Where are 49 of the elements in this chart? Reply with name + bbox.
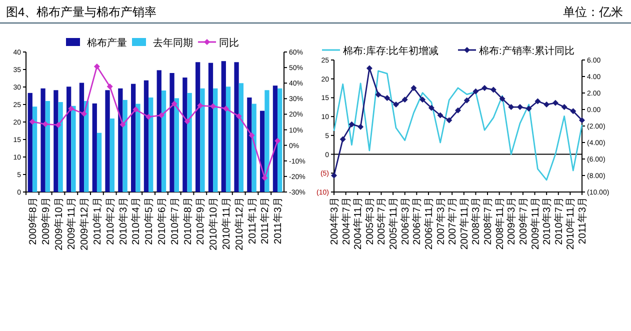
- x-tick-label: 2004年7月: [340, 197, 352, 245]
- x-tick-label: 2010年8月: [182, 197, 194, 245]
- x-tick-label: 2006年11月: [422, 197, 435, 250]
- x-tick-label: 2010年7月: [552, 197, 565, 245]
- legend-label: 同比: [219, 37, 239, 49]
- x-tick-label: 2010年12月: [233, 197, 246, 250]
- x-tick-label: 2010年11月: [564, 197, 577, 250]
- x-tick-label: 2004年11月: [352, 197, 364, 250]
- x-tick-label: 2010年5月: [143, 197, 156, 245]
- x-tick-label: 2009年11月: [529, 197, 542, 250]
- x-tick-label: 2010年1月: [91, 197, 104, 245]
- x-tick-label: 2008年11月: [494, 197, 506, 250]
- chart-title: 图4、棉布产量与棉布产销率: [6, 5, 157, 19]
- x-tick-label: 2010年6月: [156, 197, 168, 245]
- x-tick-label: 2007年3月: [434, 197, 447, 245]
- legend-label: 去年同期: [153, 37, 193, 49]
- x-tick-label: 2006年7月: [411, 197, 424, 245]
- x-tick-label: 2010年2月: [104, 197, 116, 245]
- x-tick-label: 2010年10月: [208, 197, 220, 250]
- x-tick-label: 2006年3月: [399, 197, 412, 245]
- x-tick-label: 2008年7月: [482, 197, 494, 245]
- x-tick-label: 2009年12月: [78, 197, 91, 250]
- x-tick-label: 2010年3月: [541, 197, 554, 245]
- text: 单位：亿米: [563, 5, 623, 19]
- x-tick-label: 2007年7月: [446, 197, 459, 245]
- x-tick-label: 2009年11月: [66, 197, 78, 250]
- x-tick-label: 2010年9月: [194, 197, 207, 245]
- x-tick-label: 2010年11月: [220, 197, 232, 250]
- x-tick-label: 2011年3月: [576, 197, 588, 244]
- x-tick-label: 2009年8月: [26, 197, 39, 245]
- legend-label: 棉布产量: [87, 37, 127, 49]
- x-tick-label: 2009年3月: [506, 197, 518, 245]
- legend-label: 棉布:产销率:累计同比: [479, 45, 575, 57]
- x-tick-label: 2009年7月: [517, 197, 530, 245]
- x-tick-label: 2011年3月: [272, 197, 284, 244]
- x-tick-label: 2004年3月: [328, 197, 340, 245]
- legend-label: 棉布:库存:比年初增减: [343, 45, 439, 57]
- x-tick-label: 2011年2月: [259, 197, 272, 244]
- x-tick-label: 2009年9月: [40, 197, 52, 245]
- x-tick-label: 2005年3月: [364, 197, 376, 245]
- x-tick-label: 2005年7月: [376, 197, 388, 245]
- x-tick-label: 2011年1月: [246, 197, 258, 244]
- x-tick-label: 2009年10月: [52, 197, 65, 250]
- x-tick-label: 2010年7月: [168, 197, 181, 245]
- x-tick-label: 2007年11月: [458, 197, 470, 250]
- x-tick-label: 2008年3月: [470, 197, 482, 245]
- x-tick-label: 2010年3月: [117, 197, 130, 245]
- x-tick-label: 2010年4月: [130, 197, 142, 245]
- x-tick-label: 2005年11月: [388, 197, 400, 250]
